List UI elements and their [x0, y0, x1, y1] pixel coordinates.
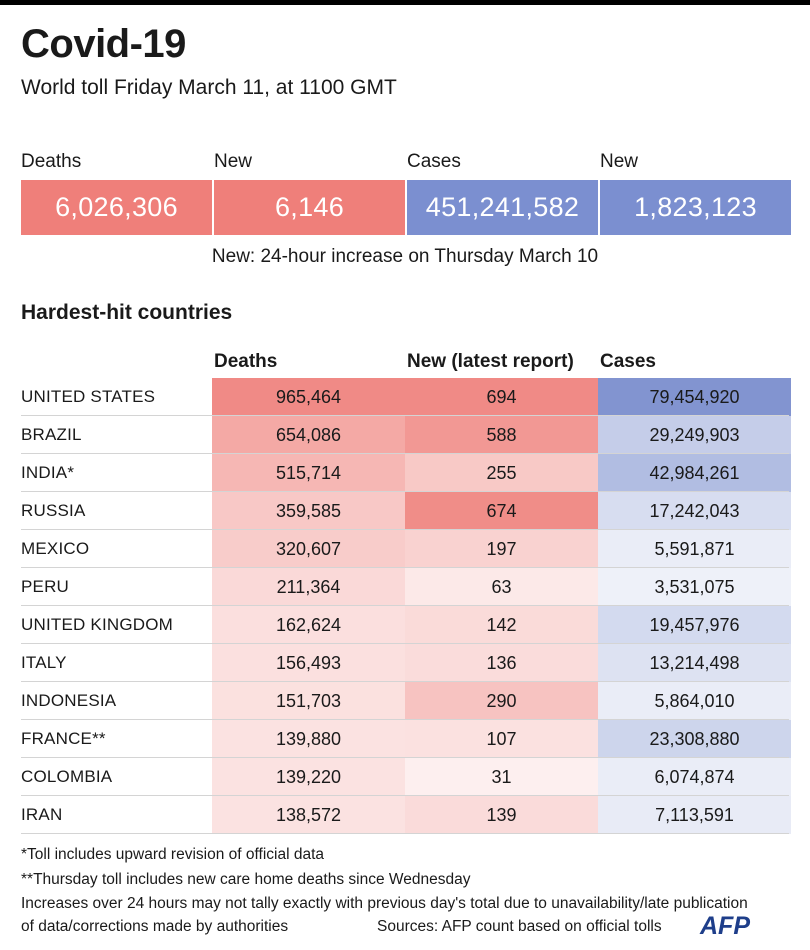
country-name: UNITED KINGDOM	[21, 615, 174, 634]
cell-deaths: 151,703	[212, 682, 405, 720]
cell-deaths: 211,364	[212, 568, 405, 606]
cell-deaths: 965,464	[212, 378, 405, 416]
table-row: PERU 211,364 63 3,531,075	[0, 568, 810, 606]
sources-note: Sources: AFP count based on official tol…	[377, 918, 662, 935]
afp-logo: AFP	[700, 912, 750, 940]
column-header-cases: Cases	[600, 351, 656, 372]
cell-new: 694	[405, 378, 598, 416]
summary-box-new-deaths: 6,146	[214, 180, 405, 235]
cell-cases: 29,249,903	[598, 416, 791, 454]
summary-label-new-cases: New	[600, 151, 639, 172]
cell-cases: 3,531,075	[598, 568, 791, 606]
section-title: Hardest-hit countries	[21, 301, 233, 324]
summary-note: New: 24-hour increase on Thursday March …	[211, 246, 599, 267]
cell-cases: 42,984,261	[598, 454, 791, 492]
table-row: UNITED KINGDOM 162,624 142 19,457,976	[0, 606, 810, 644]
cell-new: 197	[405, 530, 598, 568]
cell-cases: 7,113,591	[598, 796, 791, 834]
cell-new: 255	[405, 454, 598, 492]
cell-new: 142	[405, 606, 598, 644]
country-name: RUSSIA	[21, 501, 86, 520]
summary-box-new-cases: 1,823,123	[600, 180, 791, 235]
cell-cases: 79,454,920	[598, 378, 791, 416]
country-name: MEXICO	[21, 539, 90, 558]
page-title: Covid-19	[21, 22, 186, 66]
column-header-new: New (latest report)	[407, 351, 574, 372]
footnote-3: Increases over 24 hours may not tally ex…	[21, 895, 748, 912]
table-row: MEXICO 320,607 197 5,591,871	[0, 530, 810, 568]
footnote-1: *Toll includes upward revision of offici…	[21, 846, 324, 863]
cell-new: 139	[405, 796, 598, 834]
row-divider	[21, 605, 789, 606]
cell-deaths: 320,607	[212, 530, 405, 568]
cell-new: 588	[405, 416, 598, 454]
cell-cases: 23,308,880	[598, 720, 791, 758]
cell-cases: 13,214,498	[598, 644, 791, 682]
country-name: FRANCE**	[21, 729, 106, 748]
cell-cases: 6,074,874	[598, 758, 791, 796]
table-row: COLOMBIA 139,220 31 6,074,874	[0, 758, 810, 796]
page-subtitle: World toll Friday March 11, at 1100 GMT	[21, 76, 397, 99]
country-name: INDONESIA	[21, 691, 117, 710]
country-name: INDIA*	[21, 463, 75, 482]
cell-deaths: 515,714	[212, 454, 405, 492]
summary-label-new-deaths: New	[214, 151, 253, 172]
row-divider	[21, 491, 789, 492]
row-divider	[21, 643, 789, 644]
cell-new: 136	[405, 644, 598, 682]
row-divider	[21, 833, 789, 834]
row-divider	[21, 453, 789, 454]
table-row: FRANCE** 139,880 107 23,308,880	[0, 720, 810, 758]
cell-cases: 17,242,043	[598, 492, 791, 530]
row-divider	[21, 795, 789, 796]
summary-label-cases: Cases	[407, 151, 461, 172]
cell-deaths: 138,572	[212, 796, 405, 834]
cell-deaths: 139,220	[212, 758, 405, 796]
country-name: BRAZIL	[21, 425, 82, 444]
row-divider	[21, 681, 789, 682]
table-row: IRAN 138,572 139 7,113,591	[0, 796, 810, 834]
country-name: IRAN	[21, 805, 63, 824]
country-name: UNITED STATES	[21, 387, 156, 406]
footnote-4: of data/corrections made by authorities	[21, 918, 289, 935]
cell-deaths: 359,585	[212, 492, 405, 530]
cell-deaths: 162,624	[212, 606, 405, 644]
country-name: COLOMBIA	[21, 767, 113, 786]
cell-cases: 5,864,010	[598, 682, 791, 720]
top-rule	[0, 0, 810, 5]
cell-new: 674	[405, 492, 598, 530]
row-divider	[21, 415, 789, 416]
cell-deaths: 654,086	[212, 416, 405, 454]
cell-new: 63	[405, 568, 598, 606]
cell-new: 290	[405, 682, 598, 720]
table-row: UNITED STATES 965,464 694 79,454,920	[0, 378, 810, 416]
country-name: PERU	[21, 577, 70, 596]
row-divider	[21, 567, 789, 568]
cell-cases: 5,591,871	[598, 530, 791, 568]
cell-cases: 19,457,976	[598, 606, 791, 644]
table-row: BRAZIL 654,086 588 29,249,903	[0, 416, 810, 454]
country-name: ITALY	[21, 653, 67, 672]
table-row: RUSSIA 359,585 674 17,242,043	[0, 492, 810, 530]
table-row: ITALY 156,493 136 13,214,498	[0, 644, 810, 682]
row-divider	[21, 529, 789, 530]
column-header-deaths: Deaths	[214, 351, 278, 372]
cell-deaths: 156,493	[212, 644, 405, 682]
table-row: INDIA* 515,714 255 42,984,261	[0, 454, 810, 492]
footnote-2: **Thursday toll includes new care home d…	[21, 871, 471, 888]
table-row: INDONESIA 151,703 290 5,864,010	[0, 682, 810, 720]
cell-deaths: 139,880	[212, 720, 405, 758]
summary-label-deaths: Deaths	[21, 151, 82, 172]
summary-box-deaths: 6,026,306	[21, 180, 212, 235]
row-divider	[21, 719, 789, 720]
row-divider	[21, 757, 789, 758]
cell-new: 31	[405, 758, 598, 796]
summary-box-cases: 451,241,582	[407, 180, 598, 235]
cell-new: 107	[405, 720, 598, 758]
